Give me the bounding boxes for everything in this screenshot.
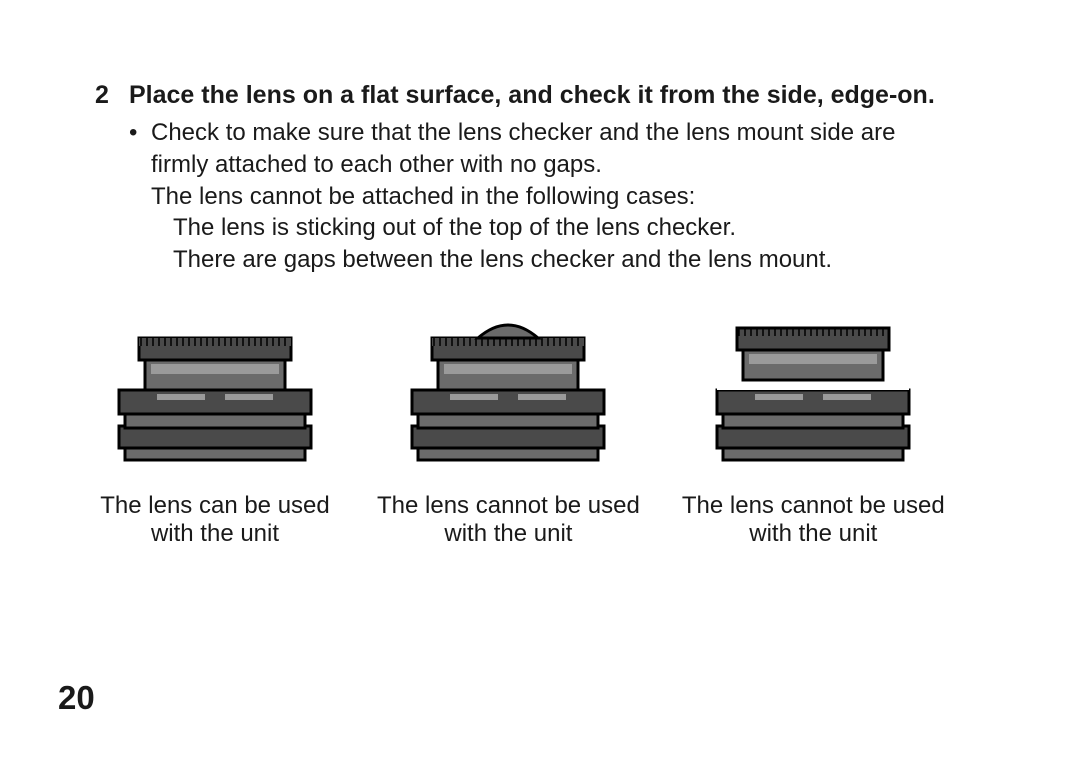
page-number: 20 [58,679,95,717]
step-body: Place the lens on a flat surface, and ch… [129,80,995,276]
page: 2 Place the lens on a flat surface, and … [0,0,1080,761]
figure-1-caption-l2: with the unit [151,520,279,547]
bullet-item: • Check to make sure that the lens check… [129,117,995,275]
bullet-line-5: There are gaps between the lens checker … [151,244,995,276]
figure-row: The lens can be used with the unit The l… [95,296,995,550]
figure-1-caption-l1: The lens can be used [100,492,330,519]
step-title: Place the lens on a flat surface, and ch… [129,80,995,111]
figure-3-caption-l1: The lens cannot be used [682,492,945,519]
lens-ok-icon [95,296,335,486]
figure-2-caption-l1: The lens cannot be used [377,492,640,519]
figure-2: The lens cannot be used with the unit [377,296,640,550]
step-number: 2 [95,80,129,111]
figure-1: The lens can be used with the unit [95,296,335,550]
figure-1-caption: The lens can be used with the unit [100,492,330,550]
bullet-line-2: firmly attached to each other with no ga… [151,149,995,181]
figure-2-caption-l2: with the unit [444,520,572,547]
bullet-text: Check to make sure that the lens checker… [151,117,995,275]
bullet-line-1: Check to make sure that the lens checker… [151,117,995,149]
bullet-line-4: The lens is sticking out of the top of t… [151,212,995,244]
step-2: 2 Place the lens on a flat surface, and … [95,80,995,276]
figure-2-caption: The lens cannot be used with the unit [377,492,640,550]
lens-protrude-icon [388,296,628,486]
figure-3-caption-l2: with the unit [749,520,877,547]
figure-3: The lens cannot be used with the unit [682,296,945,550]
bullet-line-3: The lens cannot be attached in the follo… [151,181,995,213]
figure-3-caption: The lens cannot be used with the unit [682,492,945,550]
bullet-dot-icon: • [129,117,151,149]
lens-gap-icon [693,296,933,486]
